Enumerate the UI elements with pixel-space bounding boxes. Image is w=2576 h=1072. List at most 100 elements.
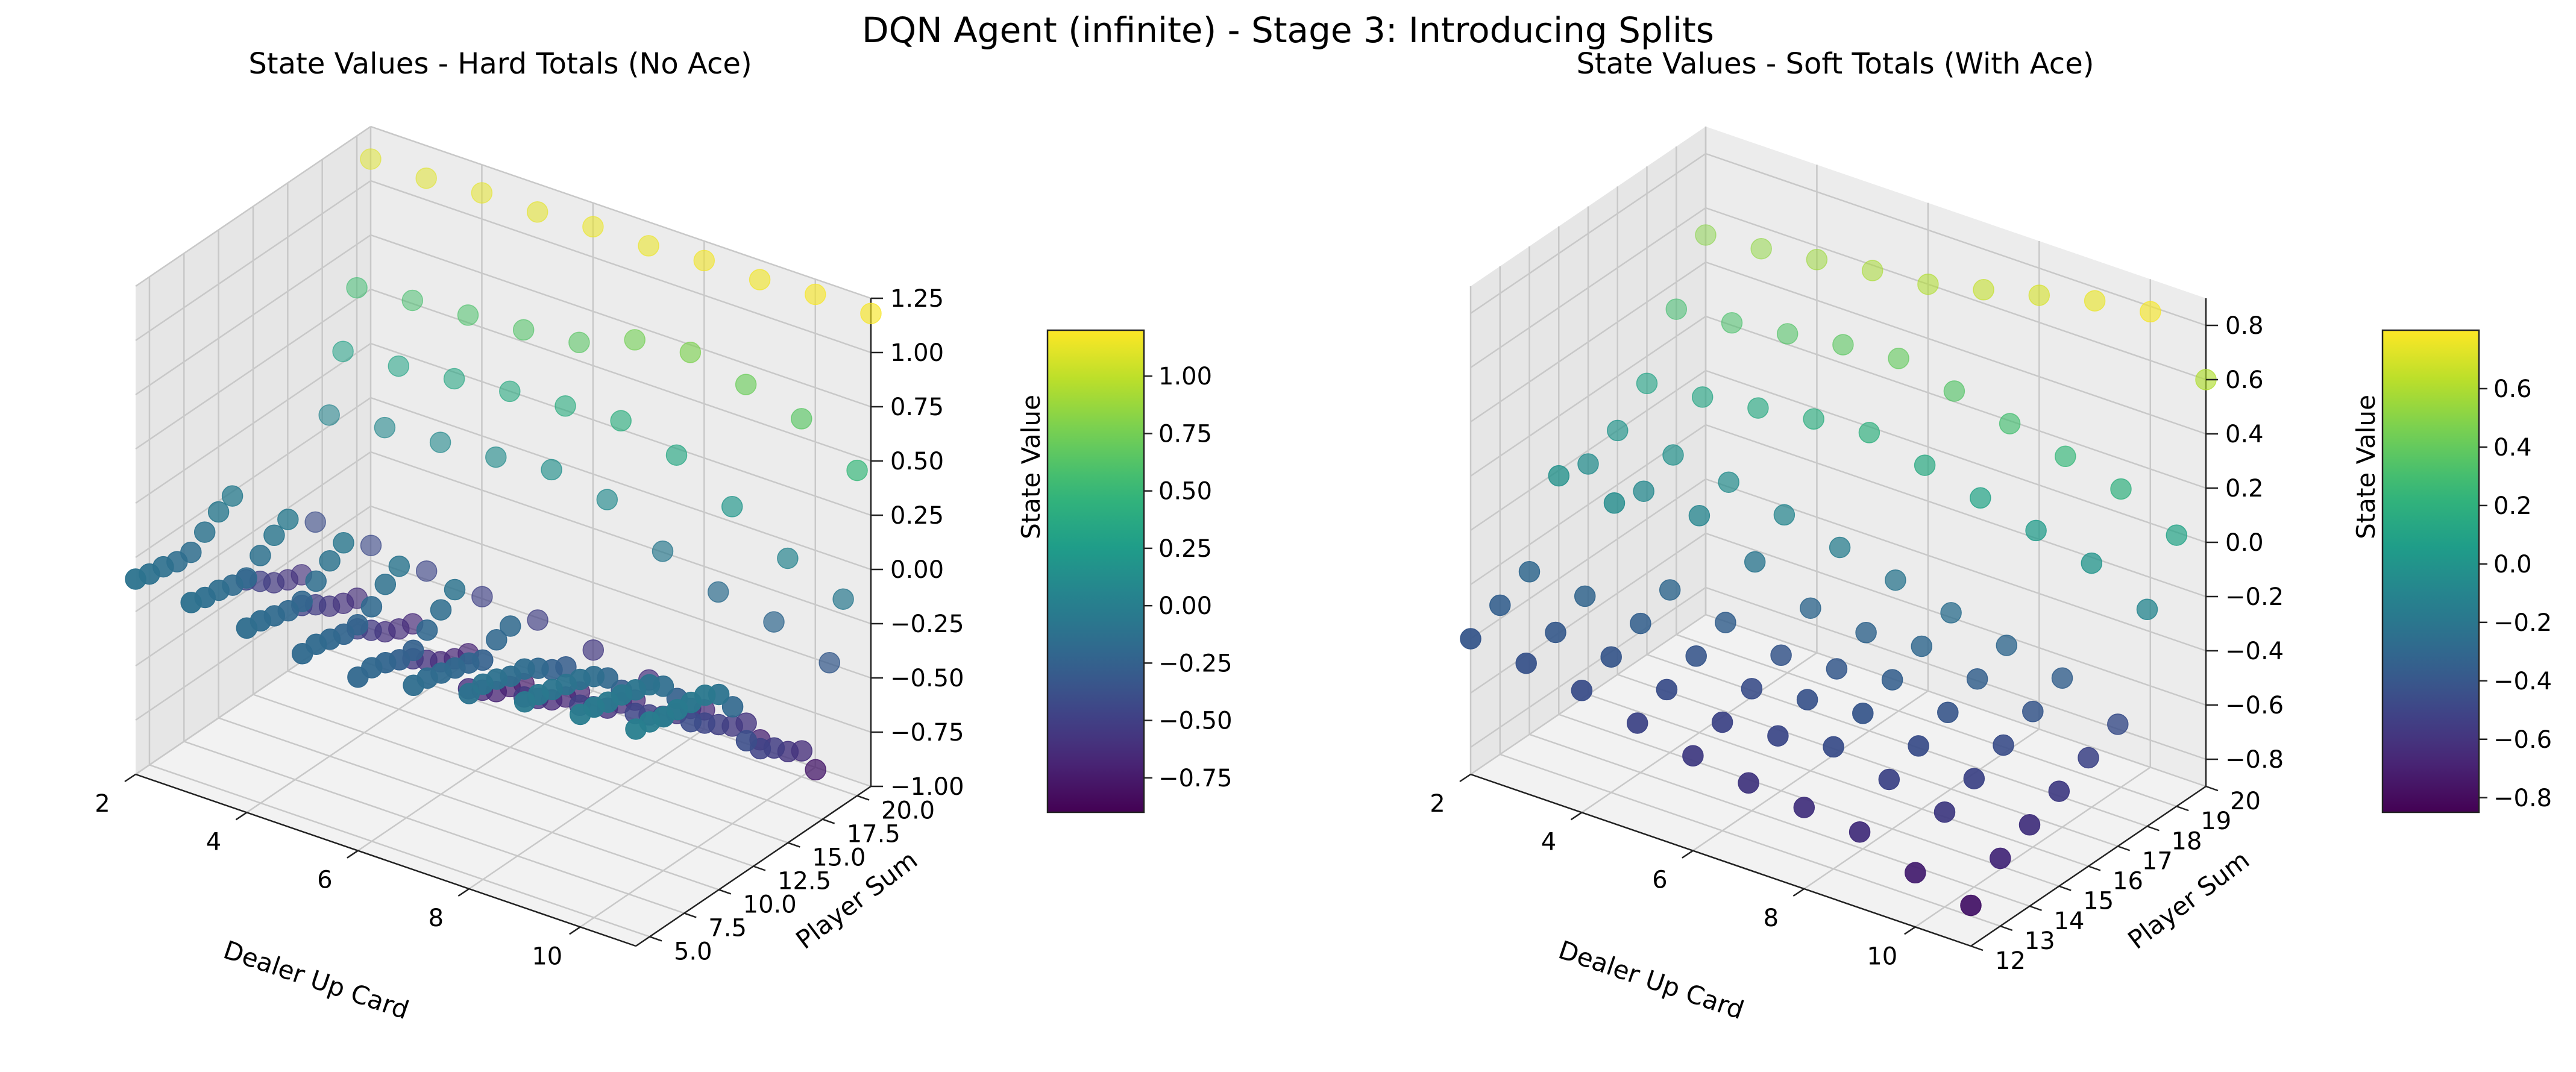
z-gridline <box>370 234 872 408</box>
data-point <box>1744 551 1766 573</box>
z-tick-label: −1.00 <box>890 773 964 801</box>
y-tick-mark <box>787 842 800 848</box>
data-point <box>638 235 659 257</box>
soft-totals-title: State Values - Soft Totals (With Ace) <box>1577 47 2094 81</box>
data-point <box>1607 419 1629 442</box>
x-axis-line <box>1470 773 1971 947</box>
data-point <box>1548 465 1570 487</box>
data-point <box>443 368 465 390</box>
data-point <box>180 592 202 613</box>
y-tick-mark <box>2176 805 2189 812</box>
data-point <box>1603 492 1626 514</box>
y-tick-label: 15.0 <box>812 844 865 872</box>
y-gridline <box>1676 633 2177 807</box>
x-tick-mark <box>457 888 470 897</box>
colorbar-tick-label: 0.50 <box>1158 478 1212 506</box>
y-gridline <box>149 764 650 938</box>
data-point <box>1888 348 1909 369</box>
y-gridline <box>1500 753 2001 927</box>
data-point <box>457 304 479 326</box>
colorbar-tick-label: −0.8 <box>2493 785 2552 812</box>
data-point <box>499 380 521 403</box>
data-point <box>818 652 840 674</box>
y-tick-mark <box>2205 785 2219 792</box>
data-point <box>1861 260 1883 281</box>
data-point <box>1905 862 1926 884</box>
data-point <box>2136 598 2158 621</box>
y-gridline <box>287 670 788 844</box>
data-point <box>1630 612 1651 635</box>
y-tick-mark <box>2000 925 2013 932</box>
y-gridline <box>322 647 823 820</box>
data-point <box>1750 237 1772 260</box>
data-point <box>1545 621 1566 644</box>
data-point <box>1773 504 1795 526</box>
data-point <box>207 501 230 523</box>
data-point <box>679 342 702 363</box>
data-point <box>527 609 548 631</box>
data-point <box>360 596 383 618</box>
x-tick-label: 2 <box>1430 790 1445 818</box>
data-point <box>430 599 452 621</box>
data-point <box>735 374 757 395</box>
y-tick-label: 18 <box>2172 827 2202 855</box>
data-point <box>415 167 437 189</box>
z-gridline <box>1705 315 2207 489</box>
z-tick-label: −0.75 <box>890 719 964 747</box>
data-point <box>236 617 258 639</box>
colorbar-tick-label: 0.0 <box>2493 551 2532 578</box>
data-point <box>318 404 340 426</box>
y-tick-mark <box>2117 845 2131 851</box>
data-point <box>1878 768 1900 791</box>
data-point <box>1917 273 1939 295</box>
hard-totals-colorbar-label: State Value <box>1016 395 1046 539</box>
y-tick-label: 15 <box>2083 888 2114 915</box>
data-point <box>1849 821 1871 843</box>
y-tick-label: 16 <box>2113 868 2143 895</box>
data-point <box>1626 712 1648 734</box>
data-point <box>2166 524 2188 546</box>
data-point <box>319 550 341 572</box>
data-point <box>1908 735 1929 757</box>
data-point <box>304 511 326 533</box>
data-point <box>1885 569 1906 591</box>
hard-totals-colorbar: −0.75 −0.50 −0.25 0.00 0.25 0.50 0.75 1.00 <box>1046 329 1233 813</box>
data-point <box>458 683 480 704</box>
z-gridline <box>1470 532 1706 694</box>
data-point <box>1881 669 1903 691</box>
colorbar-tick-label: 0.6 <box>2493 375 2532 403</box>
data-point <box>347 666 369 688</box>
data-point <box>541 459 562 481</box>
z-gridline <box>1470 478 1706 640</box>
data-point <box>1662 444 1684 466</box>
z-gridline <box>370 397 872 571</box>
data-point <box>1829 536 1851 559</box>
x-tick-mark <box>569 926 581 935</box>
data-point <box>1665 298 1688 320</box>
data-point <box>1656 679 1678 701</box>
data-point <box>360 534 382 556</box>
y-tick-mark <box>718 889 732 895</box>
data-point <box>471 586 493 607</box>
data-point <box>2084 290 2106 312</box>
data-point <box>485 446 507 468</box>
y-tick-mark <box>2058 885 2072 891</box>
data-point <box>1636 372 1658 395</box>
z-tick-label: −0.8 <box>2225 746 2284 774</box>
colorbar-tick-label: −0.6 <box>2493 726 2552 754</box>
x-tick-mark <box>347 850 359 859</box>
data-point <box>1741 678 1763 700</box>
data-point <box>1600 646 1622 668</box>
data-point <box>444 578 466 601</box>
data-point <box>1940 602 1962 624</box>
data-point <box>1999 413 2021 434</box>
data-point <box>1823 736 1844 758</box>
data-point <box>610 410 632 432</box>
x-tick-mark <box>1570 812 1583 821</box>
data-point <box>291 643 313 665</box>
data-point <box>2078 747 2099 769</box>
data-point <box>332 340 354 362</box>
data-point <box>250 545 271 566</box>
colorbar-tick-label: 0.25 <box>1158 535 1212 563</box>
z-gridline <box>1470 152 1706 315</box>
